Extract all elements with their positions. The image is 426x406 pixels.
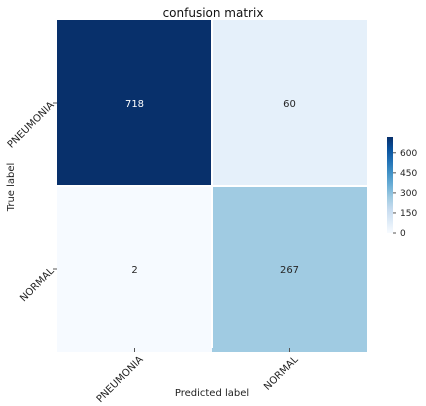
colorbar-tick-label: 450: [400, 169, 417, 179]
heatmap-cell: [57, 20, 212, 186]
cell-value-label: 60: [283, 99, 296, 110]
heatmap-cell: [57, 186, 212, 352]
heatmap-cell: [212, 20, 367, 186]
colorbar-ticks: 0 150 300 450 600: [393, 149, 417, 239]
heatmap-cell: [212, 186, 367, 352]
colorbar: [387, 137, 393, 233]
x-axis-label: Predicted label: [175, 388, 249, 399]
colorbar-tick-label: 600: [400, 149, 417, 159]
x-tick-label: PNEUMONIA: [95, 354, 146, 405]
chart-title: confusion matrix: [163, 6, 264, 20]
y-axis-label: True label: [6, 163, 17, 213]
colorbar-tick-label: 300: [400, 189, 417, 199]
heatmap-cells: 718 60 2 267: [57, 20, 367, 352]
cell-value-label: 718: [125, 99, 144, 110]
y-tick-label: PNEUMONIA: [6, 100, 57, 151]
colorbar-tick-label: 150: [400, 209, 417, 219]
x-tick-label: NORMAL: [262, 354, 301, 393]
colorbar-tick-label: 0: [400, 229, 406, 239]
y-tick-label: NORMAL: [18, 266, 57, 305]
cell-value-label: 2: [131, 265, 137, 276]
cell-value-label: 267: [280, 265, 299, 276]
